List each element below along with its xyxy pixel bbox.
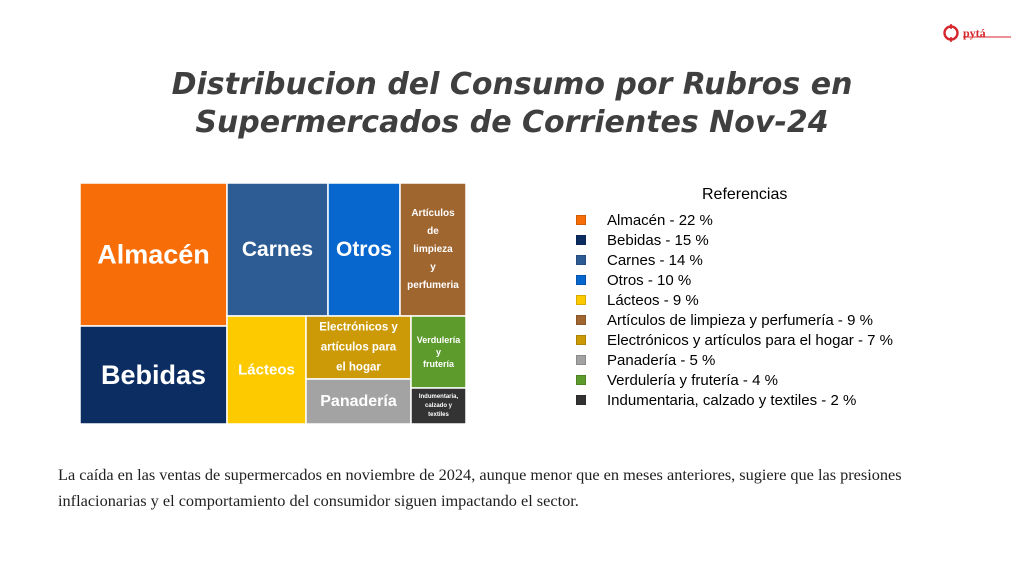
treemap-rect-verduleria-y-fruteria [410, 315, 466, 389]
legend-label-lacteos: Lácteos - 9 % [607, 291, 699, 309]
treemap-rect-articulos-de-limpieza-y-perfumeria [399, 183, 466, 317]
chart-title: Distribucion del Consumo por Rubros en S… [0, 66, 1024, 142]
treemap-label-bebidas: Bebidas [101, 360, 206, 390]
treemap-label-lacteos: Lácteos [238, 362, 295, 379]
chart-title-line-1: Distribucion del Consumo por Rubros en [171, 67, 853, 102]
treemap-label-electronicos-y-articulos-para-el-hogar: artículos para [321, 342, 397, 354]
treemap-label-articulos-de-limpieza-y-perfumeria: y [430, 262, 436, 273]
legend-label-verduleria-y-fruteria: Verdulería y frutería - 4 % [607, 371, 778, 389]
legend-item-lacteos: Lácteos - 9 % [576, 290, 699, 310]
legend-swatch-carnes [576, 255, 586, 265]
legend-swatch-panaderia [576, 355, 586, 365]
legend-label-panaderia: Panadería - 5 % [607, 351, 716, 369]
legend-swatch-bebidas [576, 235, 586, 245]
legend-item-bebidas: Bebidas - 15 % [576, 230, 709, 250]
legend-swatch-almacen [576, 215, 586, 225]
treemap-label-verduleria-y-fruteria: frutería [423, 359, 455, 369]
legend-item-carnes: Carnes - 14 % [576, 250, 703, 270]
treemap-tile-panaderia: Panadería [305, 378, 412, 425]
treemap-rect-indumentaria-calzado-y-textiles [410, 387, 466, 425]
treemap-label-articulos-de-limpieza-y-perfumeria: de [427, 226, 439, 237]
legend-label-indumentaria-calzado-y-textiles: Indumentaria, calzado y textiles - 2 % [607, 391, 857, 409]
chart-title-line-2: Supermercados de Corrientes Nov-24 [195, 105, 829, 140]
treemap-label-verduleria-y-fruteria: Verdulería [417, 335, 462, 345]
treemap-rect-bebidas [80, 325, 228, 425]
legend-item-panaderia: Panadería - 5 % [576, 350, 715, 370]
treemap-label-indumentaria-calzado-y-textiles: textiles [428, 412, 449, 418]
legend-label-articulos-de-limpieza-y-perfumeria: Artículos de limpieza y perfumería - 9 % [607, 311, 873, 329]
logo-underline [963, 36, 1011, 38]
legend-label-bebidas: Bebidas - 15 % [607, 231, 709, 249]
legend-swatch-otros [576, 275, 586, 285]
logo-circle-icon [943, 24, 959, 42]
treemap-rect-lacteos [226, 315, 307, 425]
treemap-label-verduleria-y-fruteria: y [436, 347, 441, 357]
treemap-label-electronicos-y-articulos-para-el-hogar: el hogar [336, 362, 381, 374]
legend-swatch-electronicos-y-articulos-para-el-hogar [576, 335, 586, 345]
legend-label-almacen: Almacén - 22 % [607, 211, 713, 229]
legend-title: Referencias [702, 186, 788, 203]
legend-item-indumentaria-calzado-y-textiles: Indumentaria, calzado y textiles - 2 % [576, 390, 856, 410]
treemap-tile-articulos-de-limpieza-y-perfumeria: Artículos de limpieza y perfumeria [399, 183, 466, 317]
legend-item-articulos-de-limpieza-y-perfumeria: Artículos de limpieza y perfumería - 9 % [576, 310, 873, 330]
legend-swatch-lacteos [576, 295, 586, 305]
treemap-label-articulos-de-limpieza-y-perfumeria: limpieza [413, 244, 453, 255]
treemap-tile-carnes: Carnes [226, 183, 329, 317]
legend-item-verduleria-y-fruteria: Verdulería y frutería - 4 % [576, 370, 778, 390]
treemap-tile-verduleria-y-fruteria: Verdulería y frutería [410, 315, 466, 389]
treemap-tile-lacteos: Lácteos [226, 315, 307, 425]
treemap-tile-otros: Otros [327, 183, 401, 317]
treemap-label-almacen: Almacén [97, 240, 210, 270]
legend-label-electronicos-y-articulos-para-el-hogar: Electrónicos y artículos para el hogar -… [607, 331, 893, 349]
footer-note: La caída en las ventas de supermercados … [58, 465, 902, 510]
treemap-label-carnes: Carnes [242, 238, 313, 261]
treemap-rect-almacen [80, 183, 228, 327]
treemap-label-panaderia: Panadería [320, 393, 397, 410]
legend-item-electronicos-y-articulos-para-el-hogar: Electrónicos y artículos para el hogar -… [576, 330, 893, 350]
legend-swatch-indumentaria-calzado-y-textiles [576, 395, 586, 405]
treemap-tile-electronicos-y-articulos-para-el-hogar: Electrónicos y artículos para el hogar [305, 315, 412, 380]
treemap-label-articulos-de-limpieza-y-perfumeria: perfumeria [407, 280, 459, 291]
legend-item-almacen: Almacén - 22 % [576, 210, 713, 230]
treemap-label-otros: Otros [336, 238, 392, 261]
brand-logo: pytá [942, 24, 1011, 42]
treemap-tile-almacen: Almacén [80, 183, 228, 327]
legend-label-carnes: Carnes - 14 % [607, 251, 703, 269]
treemap-label-indumentaria-calzado-y-textiles: calzado y [425, 403, 453, 409]
treemap-label-electronicos-y-articulos-para-el-hogar: Electrónicos y [319, 322, 398, 334]
treemap-tile-indumentaria-calzado-y-textiles: Indumentaria, calzado y textiles [410, 387, 466, 425]
treemap-label-indumentaria-calzado-y-textiles: Indumentaria, [419, 394, 459, 400]
legend-label-otros: Otros - 10 % [607, 271, 692, 289]
legend-item-otros: Otros - 10 % [576, 270, 691, 290]
treemap-chart: Almacén Bebidas Carnes Otros Lácteos Artículo… [80, 183, 466, 425]
treemap-rect-electronicos-y-articulos-para-el-hogar [305, 315, 412, 380]
legend-swatch-verduleria-y-fruteria [576, 375, 586, 385]
treemap-label-articulos-de-limpieza-y-perfumeria: Artículos [411, 208, 455, 219]
treemap-tile-bebidas: Bebidas [80, 325, 228, 425]
legend-swatch-articulos-de-limpieza-y-perfumeria [576, 315, 586, 325]
